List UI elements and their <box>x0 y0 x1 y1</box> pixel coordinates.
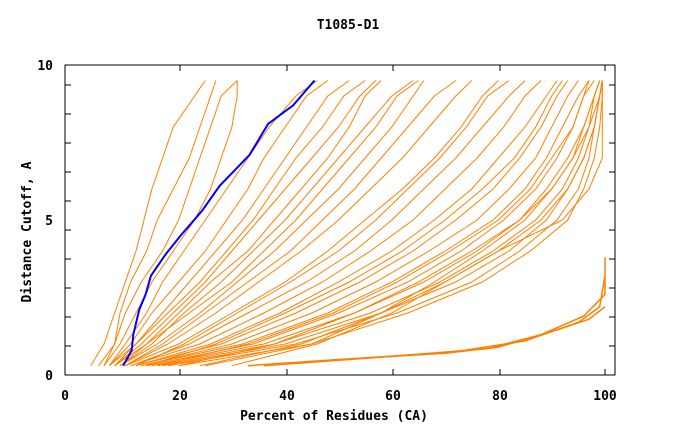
model-series-line <box>90 80 206 366</box>
model-series-line <box>178 80 601 367</box>
model-series-line <box>157 80 590 367</box>
model-series-line <box>108 80 329 367</box>
x-tick-label: 20 <box>172 389 188 404</box>
model-series-line <box>205 80 603 367</box>
model-series-line <box>119 80 425 367</box>
axis-ticks <box>65 65 615 375</box>
x-tick-label: 40 <box>279 389 295 404</box>
x-tick-label: 100 <box>593 389 617 404</box>
y-tick-label: 5 <box>45 214 53 229</box>
model-series-line <box>98 80 217 366</box>
model-series-line-low <box>247 306 606 367</box>
model-series-line <box>125 80 499 367</box>
x-tick-label: 0 <box>61 389 69 404</box>
model-series-line <box>114 80 382 367</box>
model-series-line <box>199 80 603 367</box>
model-series-line <box>141 80 590 367</box>
model-series-line <box>141 80 579 367</box>
model-series-line <box>103 80 238 366</box>
y-axis-label: Distance Cutoff, A <box>20 161 35 302</box>
y-tick-label: 0 <box>45 369 53 384</box>
model-series-line <box>119 80 414 367</box>
model-series-line <box>130 80 526 367</box>
model-series-line <box>125 80 457 367</box>
plot-frame <box>64 64 616 376</box>
model-series-line <box>135 80 569 367</box>
model-series-line <box>108 80 366 367</box>
model-series-line <box>135 80 558 367</box>
model-series-line <box>146 80 563 367</box>
x-axis-label: Percent of Residues (CA) <box>240 409 428 424</box>
model-series-line <box>103 80 238 366</box>
x-tick-label: 60 <box>385 389 401 404</box>
model-series-line <box>178 80 603 367</box>
model-series-line <box>114 80 377 367</box>
highlight-series-line <box>122 79 316 367</box>
model-series-line <box>130 80 542 367</box>
chart-title: T1085-D1 <box>317 18 380 33</box>
model-series-line <box>125 80 473 367</box>
y-tick-label: 10 <box>37 59 53 74</box>
plot-lines <box>90 79 606 367</box>
model-series-line <box>119 80 419 367</box>
x-tick-label: 80 <box>492 389 508 404</box>
model-series-line <box>135 80 510 367</box>
model-series-line <box>114 80 350 367</box>
model-series-line <box>231 80 603 367</box>
model-series-line <box>157 80 601 367</box>
model-series-line-low <box>285 257 606 365</box>
